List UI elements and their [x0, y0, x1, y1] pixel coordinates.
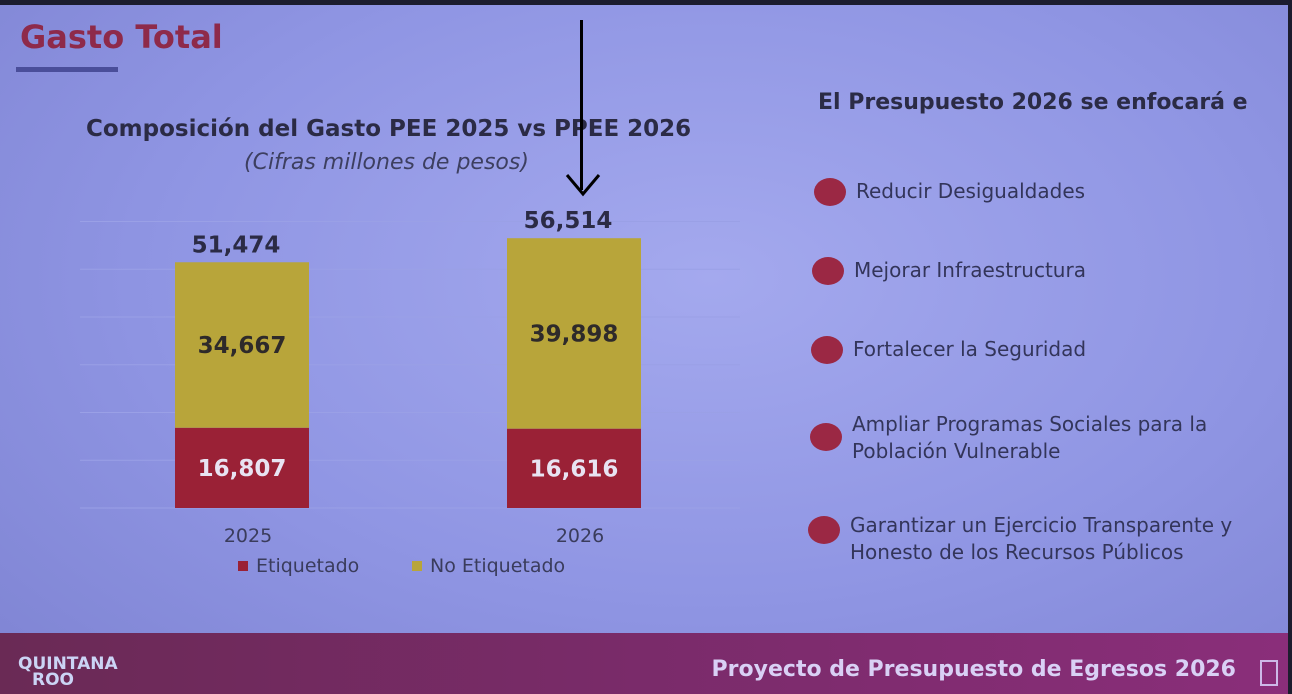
annotation-arrow-head-icon — [565, 174, 601, 197]
focus-item-label: Mejorar Infraestructura — [854, 258, 1086, 282]
bar-total-label: 51,474 — [192, 232, 281, 258]
bar-total-label: 56,514 — [524, 208, 613, 234]
bar-value-label: 34,667 — [198, 333, 287, 359]
logo-line-2: ROO — [32, 670, 74, 690]
legend-swatch — [412, 561, 422, 571]
legend-label: No Etiquetado — [430, 555, 565, 577]
bar-value-label: 16,616 — [530, 456, 619, 482]
focus-item: Garantizar un Ejercicio Transparente y H… — [808, 512, 1290, 566]
bullet-dot-icon — [810, 423, 842, 451]
bar-segment — [507, 428, 641, 508]
focus-heading: El Presupuesto 2026 se enfocará e — [818, 90, 1248, 115]
footer-bar — [0, 633, 1292, 694]
focus-item: Mejorar Infraestructura — [812, 257, 1292, 285]
annotation-arrow-shaft — [580, 20, 583, 190]
screen-right-edge — [1288, 0, 1292, 694]
stacked-bar-chart: 16,807 34,667 51,474 2025 16,616 39,898 56,514… — [80, 208, 740, 577]
bullet-dot-icon — [812, 257, 844, 285]
bar-segment — [507, 238, 641, 429]
bar-value-label: 16,807 — [198, 456, 287, 482]
legend-label: Etiquetado — [256, 555, 359, 577]
corner-emblem-icon — [1260, 660, 1278, 686]
bar-value-label: 39,898 — [530, 321, 619, 347]
logo-line-1: QUINTANA — [18, 654, 118, 674]
bar-segment — [175, 427, 309, 508]
bullet-dot-icon — [808, 516, 840, 544]
bullet-dot-icon — [814, 178, 846, 206]
focus-item-label: Garantizar un Ejercicio Transparente y H… — [850, 513, 1233, 564]
bullet-dot-icon — [811, 336, 843, 364]
slide-title: Gasto Total — [20, 18, 223, 56]
focus-item: Reducir Desigualdades — [814, 178, 1292, 206]
focus-item-label: Reducir Desigualdades — [856, 179, 1086, 203]
x-tick-label: 2026 — [556, 525, 604, 547]
legend-swatch — [238, 561, 248, 571]
title-underline — [16, 67, 118, 72]
chart-title: Composición del Gasto PEE 2025 vs PPEE 2… — [86, 116, 692, 142]
focus-item: Ampliar Programas Sociales para la Pobla… — [810, 411, 1282, 465]
x-tick-label: 2025 — [224, 525, 272, 547]
focus-item-label: Fortalecer la Seguridad — [853, 337, 1087, 361]
quintana-roo-logo: QUINTANA ROO — [18, 654, 118, 690]
bar-segment — [175, 262, 309, 428]
chart-subtitle: (Cifras millones de pesos) — [244, 150, 529, 175]
focus-item: Fortalecer la Seguridad — [811, 336, 1292, 364]
screen-top-edge — [0, 0, 1292, 5]
focus-item-label: Ampliar Programas Sociales para la Pobla… — [852, 412, 1208, 463]
footer-title: Proyecto de Presupuesto de Egresos 2026 — [711, 657, 1236, 682]
